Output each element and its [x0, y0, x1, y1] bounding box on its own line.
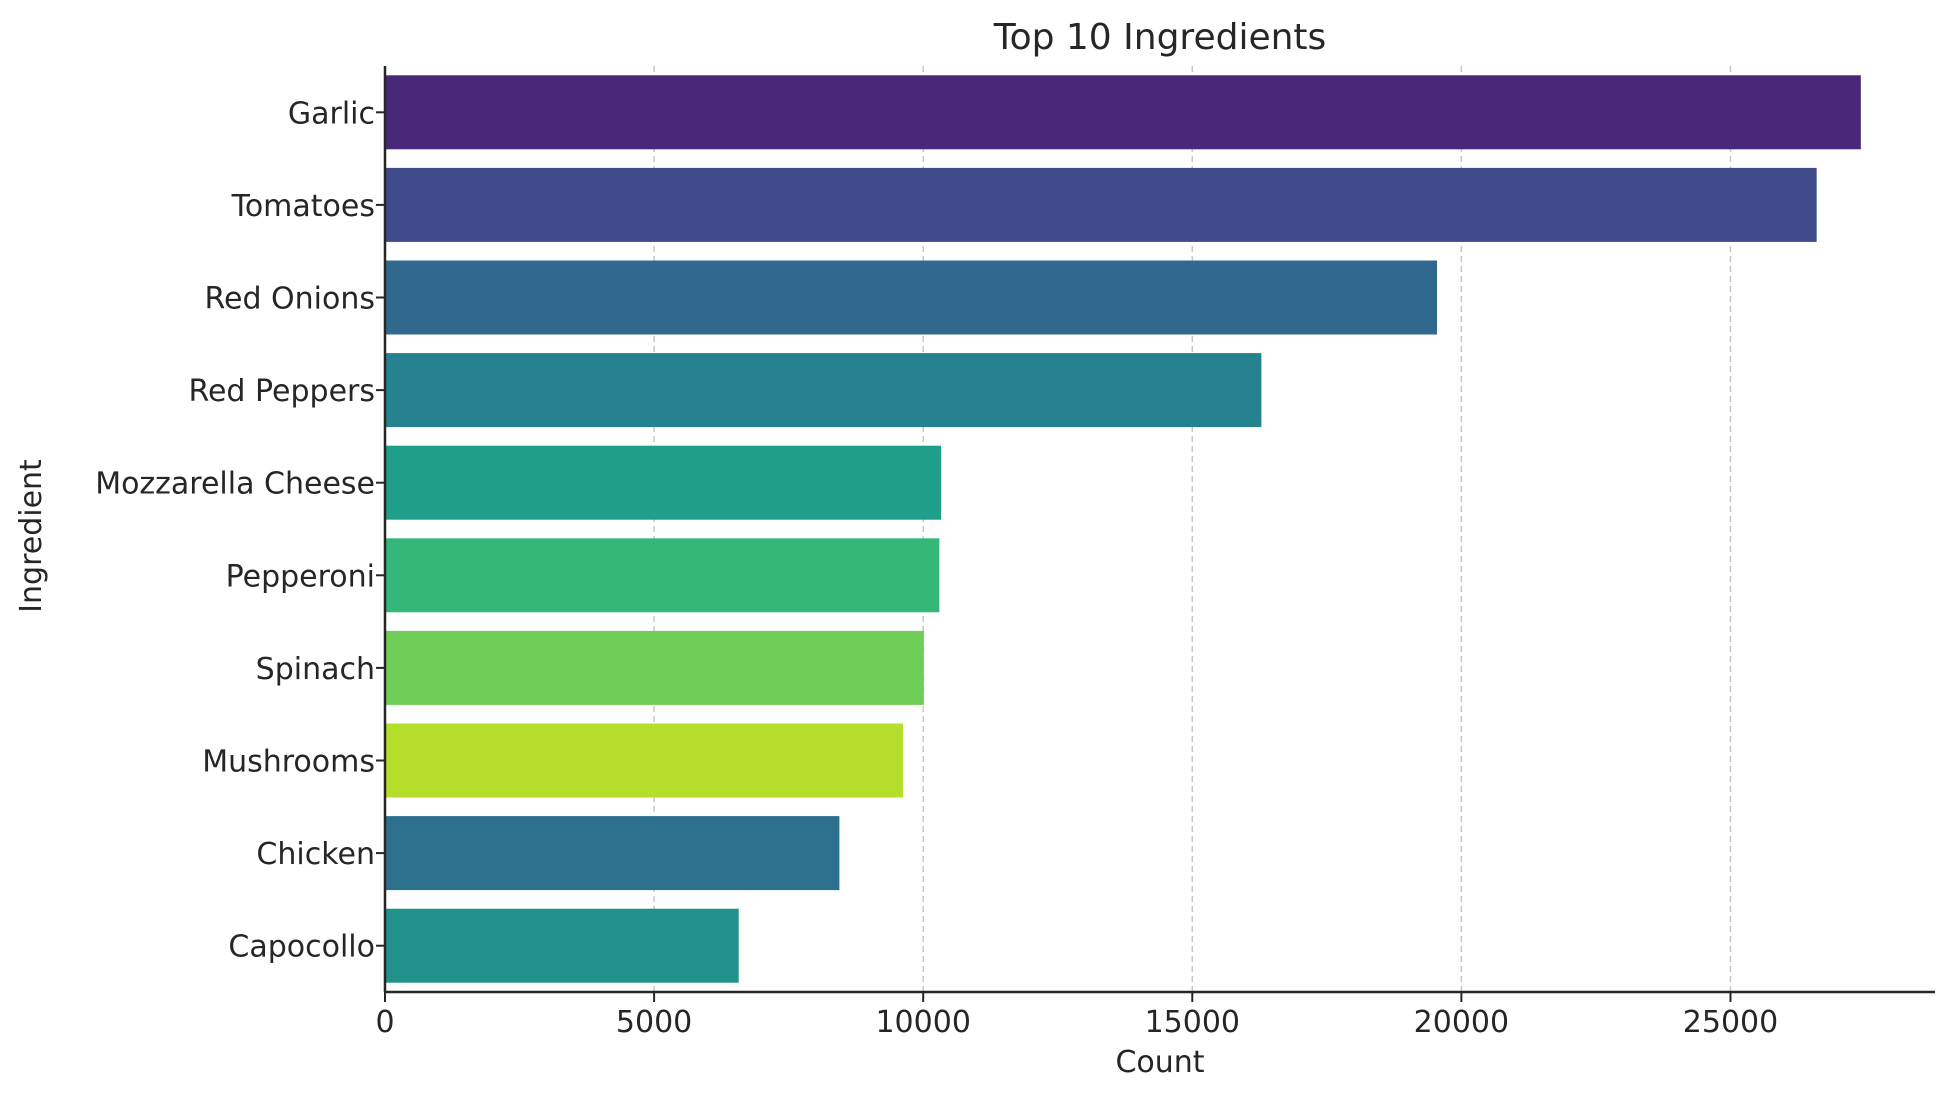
x-tick-label-3: 10000 — [875, 1005, 970, 1040]
bar-mozzarella-cheese — [385, 445, 942, 520]
x-tick-label-2: 5000 — [616, 1005, 692, 1040]
y-tick-label-9: Chicken — [256, 837, 375, 872]
bar-garlic — [385, 75, 1861, 150]
x-tick-label-4: 15000 — [1145, 1005, 1240, 1040]
y-tick-label-2: Tomatoes — [231, 189, 375, 224]
y-axis-label: Ingredient — [14, 459, 49, 613]
x-tick-label-5: 20000 — [1414, 1005, 1509, 1040]
bar-mushrooms — [385, 723, 903, 798]
bar-red-onions — [385, 260, 1438, 335]
chart-title: Top 10 Ingredients — [993, 17, 1327, 58]
x-axis-label: Count — [1115, 1045, 1204, 1080]
y-tick-label-1: Garlic — [288, 96, 375, 131]
y-tick-label-3: Red Onions — [205, 282, 376, 317]
y-tick-label-4: Red Peppers — [188, 374, 375, 409]
bar-spinach — [385, 630, 924, 705]
y-tick-label-6: Pepperoni — [226, 559, 375, 594]
y-tick-label-7: Spinach — [256, 652, 375, 687]
axis-layer: Garlic Tomatoes Red Onions Red Peppers Mozza… — [95, 66, 1935, 1040]
bar-red-peppers — [385, 353, 1262, 428]
y-tick-label-10: Capocollo — [228, 930, 375, 965]
x-tick-label-1: 0 — [375, 1005, 394, 1040]
bar-tomatoes — [385, 167, 1817, 242]
bar-chicken — [385, 816, 840, 891]
x-tick-label-6: 25000 — [1683, 1005, 1778, 1040]
bar-pepperoni — [385, 538, 940, 613]
bar-capocollo — [385, 908, 739, 983]
y-tick-label-8: Mushrooms — [202, 745, 375, 780]
y-tick-label-5: Mozzarella Cheese — [95, 467, 375, 502]
bar-layer — [385, 75, 1861, 983]
